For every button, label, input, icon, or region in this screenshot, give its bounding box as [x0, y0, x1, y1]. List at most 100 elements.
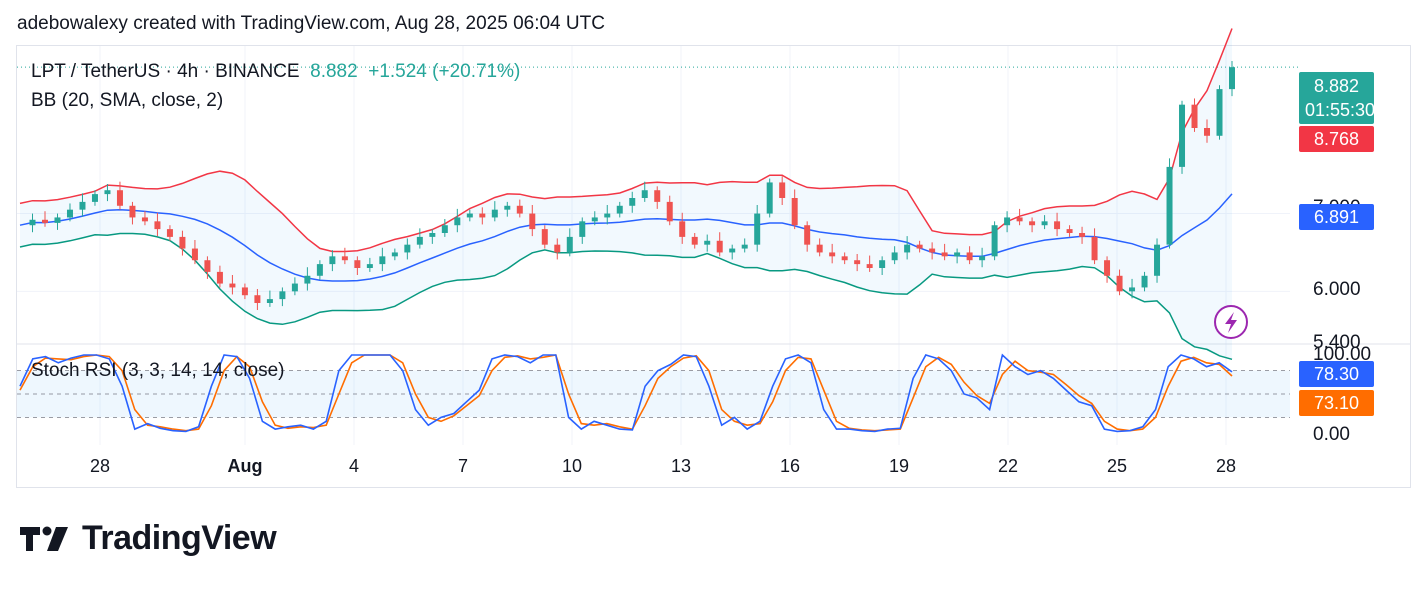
stoch-legend: Stoch RSI (3, 3, 14, 14, close) [31, 360, 285, 381]
candle-body [979, 256, 986, 261]
tradingview-logo[interactable]: TradingView [20, 519, 277, 558]
candle-body [404, 244, 411, 253]
candle-body [1091, 236, 1098, 261]
candle-body [854, 260, 861, 265]
candle-body [666, 201, 673, 222]
candle-body [829, 252, 836, 257]
candle-body [479, 213, 486, 218]
axes: 28Aug47101316192225288.8827.0006.0005.40… [90, 80, 1371, 476]
candle-body [1216, 89, 1223, 136]
candle-body [166, 229, 173, 237]
time-axis-label: 28 [1216, 456, 1236, 476]
candle-body [1016, 217, 1023, 222]
candle-body [1079, 233, 1086, 237]
tradingview-logo-text: TradingView [82, 519, 277, 557]
last-price: 8.882 [310, 61, 358, 82]
candle-body [366, 264, 373, 268]
candle-body [266, 299, 273, 303]
candle-body [841, 256, 848, 261]
time-axis-label: 7 [458, 456, 468, 476]
bb-lower-line [19, 232, 1233, 361]
candle-body [604, 213, 611, 218]
time-axis-label: 25 [1107, 456, 1127, 476]
candle-body [529, 213, 536, 230]
time-axis-label: 13 [671, 456, 691, 476]
candle-body [1154, 244, 1161, 276]
candle-body [291, 283, 298, 292]
stoch-rsi-pane [17, 353, 1290, 433]
candle-body [379, 256, 386, 265]
candle-body [279, 291, 286, 300]
candle-body [741, 244, 748, 249]
candle-body [804, 225, 811, 245]
candle-body [491, 209, 498, 218]
candle-body [941, 252, 948, 257]
candle-body [191, 248, 198, 261]
candle-body [566, 236, 573, 253]
candle-body [691, 236, 698, 245]
price-axis-label: 5.400 [1313, 332, 1361, 353]
candle-body [579, 221, 586, 237]
time-axis-label: 4 [349, 456, 359, 476]
chart-attribution: adebowalexy created with TradingView.com… [17, 13, 605, 34]
time-axis-label: Aug [228, 456, 263, 476]
bb-basis-tag: 6.891 [1299, 204, 1374, 230]
stoch-k-tag: 78.30 [1299, 361, 1374, 387]
stoch-k-line [19, 353, 1233, 433]
candle-body [41, 219, 48, 223]
candle-body [1116, 275, 1123, 292]
candles [29, 60, 1235, 310]
candle-body [879, 260, 886, 268]
candle-body [1141, 275, 1148, 288]
candle-body [341, 256, 348, 261]
candle-body [1129, 287, 1136, 292]
time-axis-label: 10 [562, 456, 582, 476]
countdown-tag: 01:55:30 [1305, 100, 1376, 120]
symbol-name: LPT / TetherUS · 4h · BINANCE [31, 61, 300, 82]
candle-body [866, 264, 873, 268]
price-axis-label: 6.000 [1313, 279, 1361, 300]
candle-body [1004, 217, 1011, 226]
candle-body [329, 256, 336, 265]
candle-body [629, 198, 636, 206]
candle-body [1029, 221, 1036, 226]
candle-body [391, 252, 398, 257]
candle-body [791, 198, 798, 226]
candle-body [1041, 221, 1048, 226]
chart-grid [17, 46, 1410, 445]
candle-body [616, 205, 623, 214]
candle-body [316, 264, 323, 276]
candle-body [79, 201, 86, 210]
candle-body [1179, 104, 1186, 167]
candle-body [304, 275, 311, 284]
candle-body [966, 252, 973, 261]
candle-body [416, 236, 423, 245]
chart-frame[interactable] [16, 45, 1411, 488]
candle-body [916, 244, 923, 249]
candle-body [54, 217, 61, 223]
bb-basis-line [19, 193, 1233, 282]
lightning-icon[interactable] [1214, 305, 1248, 339]
candle-body [141, 217, 148, 222]
candle-body [1066, 229, 1073, 233]
candle-body [216, 271, 223, 284]
candle-body [729, 248, 736, 253]
candle-body [104, 190, 111, 195]
candle-body [516, 205, 523, 214]
candle-body [541, 229, 548, 245]
candle-body [91, 194, 98, 202]
bollinger-bands [19, 28, 1233, 361]
candle-body [429, 233, 436, 237]
candle-body [154, 221, 161, 230]
candle-body [29, 219, 36, 226]
candle-body [716, 240, 723, 253]
bb-legend: BB (20, SMA, close, 2) [31, 90, 224, 111]
stoch-d-line [19, 354, 1233, 432]
tradingview-logo-icon [20, 526, 68, 551]
time-axis-label: 28 [90, 456, 110, 476]
stoch-d-tag: 73.10 [1299, 390, 1374, 416]
candle-body [129, 205, 136, 218]
last-price-tag-value: 8.882 [1313, 76, 1360, 96]
candle-body [704, 240, 711, 245]
